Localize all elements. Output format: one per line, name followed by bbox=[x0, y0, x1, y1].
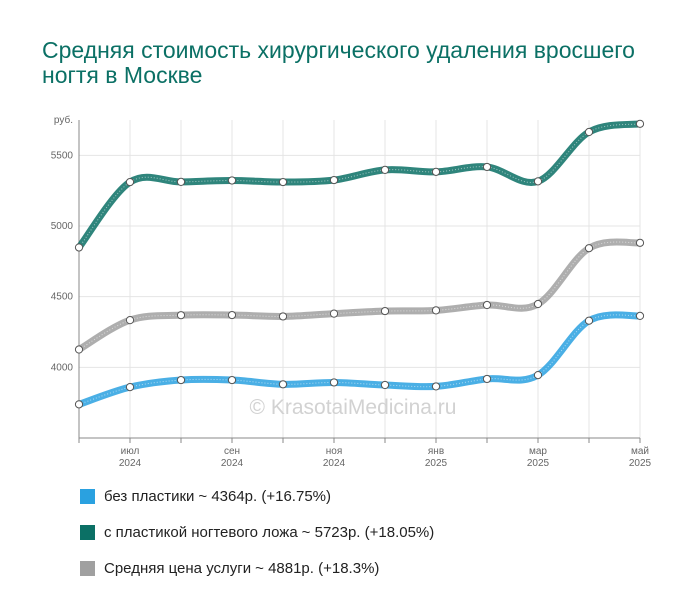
x-tick-label-month: янв bbox=[428, 446, 444, 457]
series-point bbox=[329, 309, 339, 318]
series-point bbox=[533, 177, 543, 186]
x-tick-label-month: мар bbox=[529, 446, 547, 457]
series-point bbox=[635, 119, 645, 128]
x-tick-label-year: 2024 bbox=[221, 458, 244, 469]
series-line-texture bbox=[78, 123, 641, 248]
series-point bbox=[329, 175, 339, 185]
chart-title: Средняя стоимость хирургического удалени… bbox=[42, 37, 635, 88]
x-tick-label-year: 2025 bbox=[629, 458, 652, 469]
series-point bbox=[431, 167, 441, 176]
legend-label: без пластики bbox=[104, 487, 195, 505]
y-tick-label: 5500 bbox=[51, 150, 74, 161]
y-tick-label: 4000 bbox=[51, 362, 74, 373]
series-point bbox=[278, 380, 288, 389]
series-point bbox=[533, 299, 543, 309]
series-point bbox=[227, 310, 237, 320]
legend-item: без пластики ~ 4364р. (+16.75%) bbox=[80, 486, 434, 506]
series-point bbox=[380, 165, 390, 174]
chart-legend: без пластики ~ 4364р. (+16.75%) с пластик… bbox=[80, 486, 434, 594]
x-tick-label-year: 2024 bbox=[119, 458, 142, 469]
series-point bbox=[584, 244, 594, 253]
series-point bbox=[431, 306, 441, 315]
series-point bbox=[635, 311, 645, 320]
legend-swatch bbox=[80, 488, 95, 504]
legend-swatch bbox=[80, 524, 95, 540]
legend-summary: ~ 4364р. (+16.75%) bbox=[198, 487, 331, 505]
legend-summary: ~ 5723р. (+18.05%) bbox=[301, 523, 435, 541]
series-point bbox=[278, 177, 288, 187]
legend-label: Средняя цена услуги bbox=[104, 559, 252, 577]
series-point bbox=[635, 238, 645, 247]
series-line bbox=[75, 120, 644, 251]
x-tick-label-month: ноя bbox=[326, 446, 343, 457]
y-tick-label: 5000 bbox=[51, 221, 74, 232]
series-point bbox=[584, 127, 594, 137]
series-point bbox=[482, 374, 492, 384]
y-axis-unit: руб. bbox=[54, 114, 73, 126]
series-point bbox=[74, 400, 84, 409]
series-point bbox=[380, 306, 390, 316]
series-line-texture bbox=[78, 241, 641, 350]
y-tick-label: 4500 bbox=[51, 292, 74, 303]
watermark: © KrasotaiMedicina.ru bbox=[250, 396, 457, 419]
series-point bbox=[482, 300, 492, 310]
series-point bbox=[125, 383, 135, 392]
series-line bbox=[75, 238, 644, 354]
x-tick-label-month: июл bbox=[121, 446, 140, 457]
series-point bbox=[125, 316, 135, 325]
legend-summary: ~ 4881р. (+18.3%) bbox=[255, 559, 380, 577]
series-point bbox=[533, 371, 543, 380]
series-point bbox=[176, 311, 186, 320]
series-point bbox=[329, 378, 339, 387]
series-point bbox=[227, 176, 237, 185]
x-tick-label-month: май bbox=[631, 446, 649, 457]
series-point bbox=[176, 375, 186, 385]
legend-item: Средняя цена услуги ~ 4881р. (+18.3%) bbox=[80, 558, 434, 578]
series-point bbox=[74, 243, 84, 252]
series-point bbox=[227, 375, 237, 385]
legend-item: с пластикой ногтевого ложа ~ 5723р. (+18… bbox=[80, 522, 434, 542]
series-point bbox=[584, 316, 594, 325]
x-tick-label-year: 2025 bbox=[425, 458, 448, 469]
legend-label: с пластикой ногтевого ложа bbox=[104, 523, 298, 541]
legend-swatch bbox=[80, 560, 95, 576]
series-point bbox=[125, 177, 135, 187]
series-point bbox=[176, 177, 186, 187]
series-point bbox=[278, 312, 288, 321]
x-tick-label-year: 2025 bbox=[527, 458, 550, 469]
series-point bbox=[431, 382, 441, 391]
series-point bbox=[482, 162, 492, 172]
series-point bbox=[74, 345, 84, 354]
series-point bbox=[380, 380, 390, 390]
series-line bbox=[75, 311, 644, 408]
x-tick-label-year: 2024 bbox=[323, 458, 346, 469]
x-tick-label-month: сен bbox=[224, 446, 240, 457]
